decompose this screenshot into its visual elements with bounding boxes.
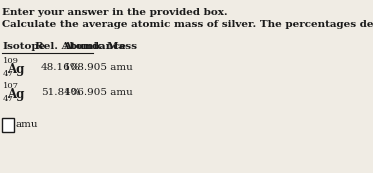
Text: 47: 47 — [3, 95, 14, 103]
Text: 108.905 amu: 108.905 amu — [64, 63, 133, 72]
Text: 48.16%: 48.16% — [41, 63, 80, 72]
Text: 107: 107 — [3, 82, 19, 90]
Text: 109: 109 — [3, 57, 19, 65]
Text: Atomic Mass: Atomic Mass — [63, 42, 137, 51]
Text: amu: amu — [16, 120, 38, 129]
Text: 47: 47 — [3, 70, 14, 78]
Text: Enter your answer in the provided box.: Enter your answer in the provided box. — [2, 8, 228, 17]
Text: Ag: Ag — [7, 88, 25, 101]
Text: Ag: Ag — [7, 63, 25, 76]
Text: Isotope: Isotope — [2, 42, 46, 51]
Text: Rel. Abundance: Rel. Abundance — [35, 42, 126, 51]
Text: 51.84%: 51.84% — [41, 88, 80, 97]
Text: 106.905 amu: 106.905 amu — [64, 88, 133, 97]
FancyBboxPatch shape — [2, 118, 15, 132]
Text: Calculate the average atomic mass of silver. The percentages denote the relative: Calculate the average atomic mass of sil… — [2, 20, 373, 29]
